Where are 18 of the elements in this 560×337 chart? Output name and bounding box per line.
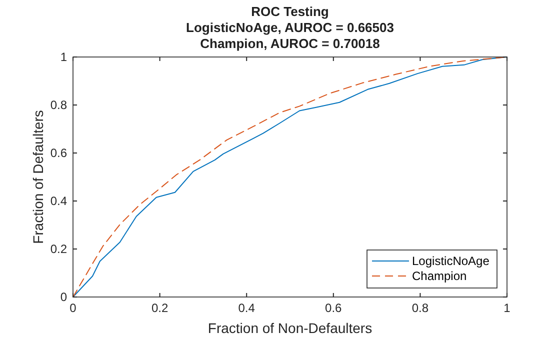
y-tick-label: 0.2 xyxy=(50,242,68,256)
x-tick-label: 0.8 xyxy=(412,301,429,315)
y-tick-label: 0.8 xyxy=(50,98,68,112)
chart-title: ROC Testing LogisticNoAge, AUROC = 0.66503 Champion, AUROC = 0.70018 xyxy=(186,4,394,51)
y-tick-label: 0 xyxy=(60,290,68,304)
y-tick-label: 0.6 xyxy=(50,146,68,160)
x-tick-label: 0 xyxy=(70,301,77,315)
legend-label: LogisticNoAge xyxy=(412,254,490,268)
x-axis-title: Fraction of Non-Defaulters xyxy=(208,320,372,336)
x-tick-label: 1 xyxy=(504,301,511,315)
legend-label: Champion xyxy=(412,269,467,283)
x-tick-label: 0.6 xyxy=(325,301,342,315)
y-tick-label: 1 xyxy=(60,50,68,64)
x-tick-label: 0.4 xyxy=(238,301,256,315)
x-tick-label: 0.2 xyxy=(151,301,168,315)
line-series xyxy=(72,56,508,298)
y-axis-title: Fraction of Defaulters xyxy=(30,110,46,244)
y-tick-label: 0.4 xyxy=(50,194,68,208)
